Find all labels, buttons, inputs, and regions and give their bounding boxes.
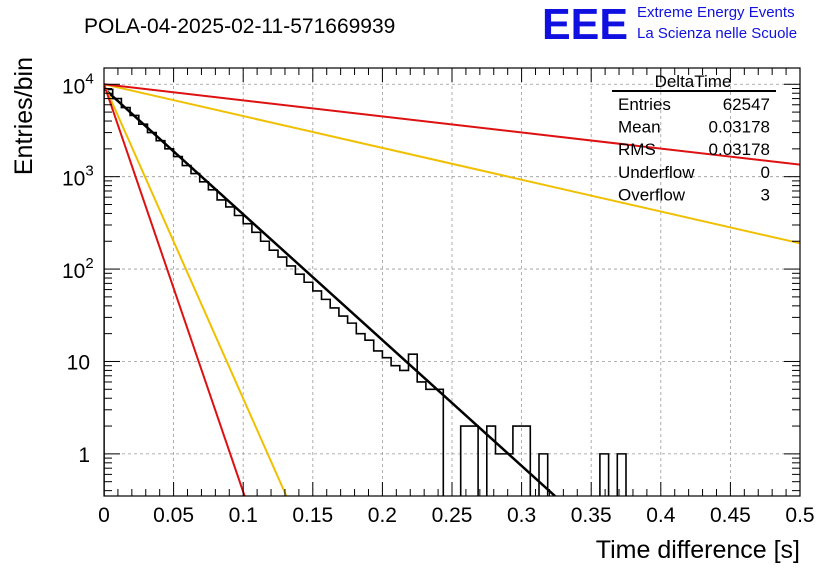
y-tick-label: 103 [62,163,94,191]
stats-value-mean: 0.03178 [709,118,770,137]
fit-line-4 [104,83,800,166]
y-tick-labels: 1 10 102 103 104 [62,70,94,467]
axis-ticks [103,68,801,496]
y-tick-label: 104 [62,70,94,98]
x-tick-label: 0 [98,504,110,527]
chart-title: POLA-04-2025-02-11-571669939 [84,15,395,38]
x-tick-label: 0.05 [153,504,194,527]
stats-label-rms: RMS [618,140,656,159]
plot-data [104,83,800,496]
x-tick-label: 0.3 [507,504,536,527]
y-axis-title: Entries/bin [10,57,38,175]
stats-title: DeltaTime [655,72,732,91]
eee-logo: EEE Extreme Energy Events La Scienza nel… [542,0,797,49]
logo-line-2: La Scienza nelle Scuole [637,25,797,42]
stats-box: DeltaTime Entries 62547 Mean 0.03178 RMS 0.03… [612,72,776,204]
x-tick-label: 0.25 [432,504,473,527]
x-tick-label: 0.35 [571,504,612,527]
grid-lines [104,68,800,496]
fit-line-0 [104,87,556,496]
x-tick-label: 0.15 [292,504,333,527]
x-axis-title: Time difference [s] [596,536,800,564]
fit-line-1 [104,83,288,496]
stats-value-rms: 0.03178 [709,140,770,159]
x-tick-label: 0.1 [229,504,258,527]
stats-label-mean: Mean [618,118,661,137]
y-tick-label: 102 [62,255,94,283]
stats-value-underflow: 0 [761,163,770,182]
logo-line-1: Extreme Energy Events [637,4,795,21]
fit-line-2 [104,83,246,496]
fit-line-3 [104,83,800,245]
x-tick-label: 0.4 [646,504,676,527]
stats-label-underflow: Underflow [618,163,695,182]
eee-logo-mark: EEE [542,0,628,49]
x-tick-label: 0.45 [710,504,751,527]
y-tick-label: 1 [78,444,90,467]
stats-label-entries: Entries [618,95,671,114]
x-tick-labels: 0 0.05 0.1 0.15 0.2 0.25 0.3 0.35 0.4 0.45 0.5 [98,504,814,527]
stats-value-entries: 62547 [723,95,770,114]
stats-label-overflow: Overflow [618,185,686,204]
stats-value-overflow: 3 [761,185,770,204]
x-tick-label: 0.2 [368,504,397,527]
x-tick-label: 0.5 [785,504,814,527]
y-tick-label: 10 [67,351,90,374]
